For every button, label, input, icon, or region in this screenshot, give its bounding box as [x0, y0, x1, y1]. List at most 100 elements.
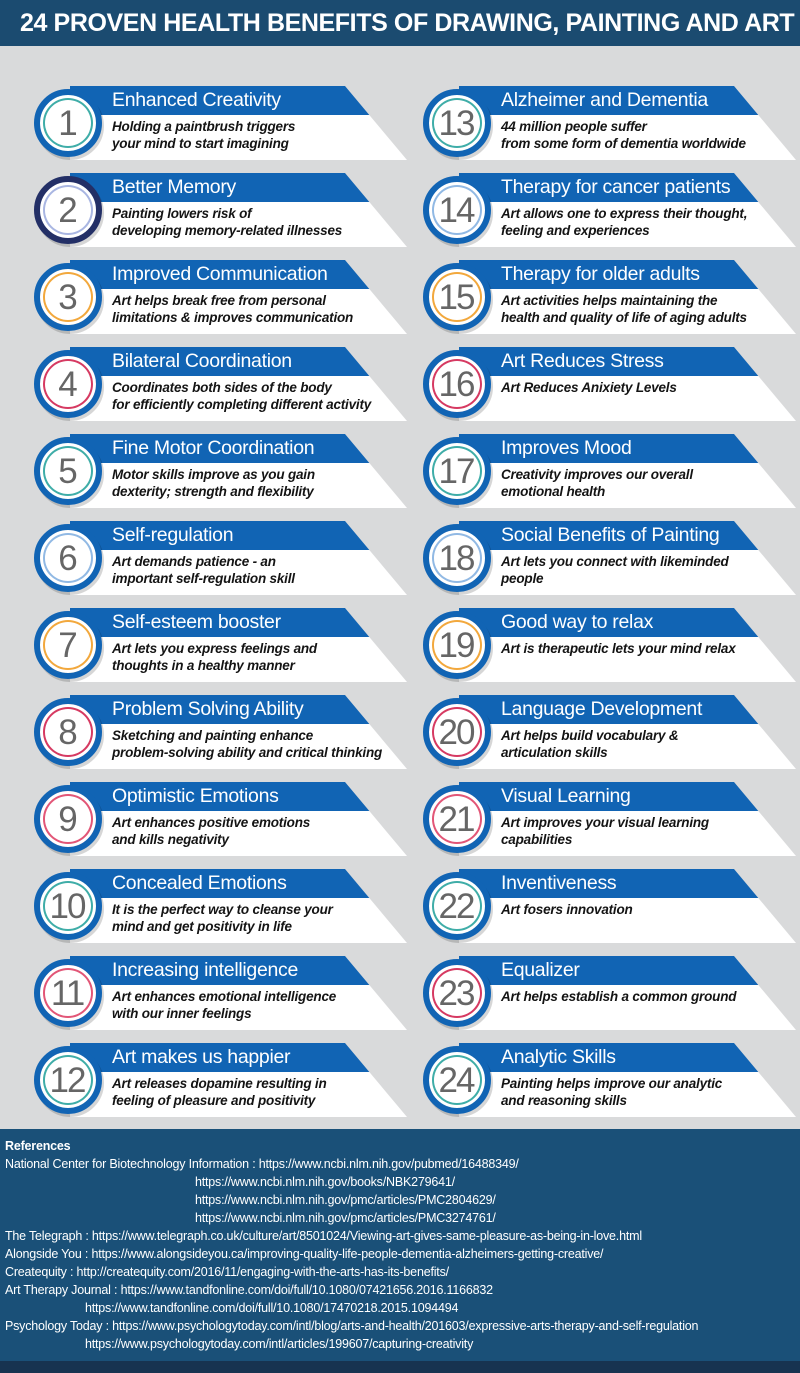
- reference-source-label: Art Therapy Journal :: [5, 1283, 121, 1297]
- benefit-number: 11: [50, 973, 85, 1013]
- benefit-number-circle: 20: [423, 698, 491, 766]
- reference-line: Psychology Today : https://www.psycholog…: [5, 1317, 796, 1335]
- benefit-number: 7: [58, 625, 78, 665]
- reference-line: Art Therapy Journal : https://www.tandfo…: [5, 1281, 796, 1299]
- benefit-item: 1 Enhanced Creativity Holding a paintbru…: [34, 86, 407, 160]
- benefit-banner: Visual Learning Art improves your visual…: [459, 782, 796, 856]
- benefit-title: Self-esteem booster: [70, 608, 407, 637]
- benefit-description-line: and reasoning skills: [501, 1093, 627, 1108]
- reference-source-label: Createquity :: [5, 1265, 77, 1279]
- benefit-description-line: Art lets you connect with likeminded: [501, 554, 729, 569]
- benefit-number: 16: [438, 364, 476, 404]
- benefit-description-line: from some form of dementia worldwide: [501, 136, 746, 151]
- benefit-title: Therapy for older adults: [459, 260, 796, 289]
- reference-line: https://www.tandfonline.com/doi/full/10.…: [5, 1299, 796, 1317]
- benefit-number-circle: 11: [34, 959, 102, 1027]
- benefit-banner: Problem Solving Ability Sketching and pa…: [70, 695, 407, 769]
- benefit-description-line: 44 million people suffer: [501, 119, 647, 134]
- benefit-banner: Increasing intelligence Art enhances emo…: [70, 956, 407, 1030]
- reference-url[interactable]: https://www.alongsideyou.ca/improving-qu…: [91, 1247, 604, 1261]
- benefit-description: Sketching and painting enhance problem-so…: [70, 724, 407, 769]
- reference-url[interactable]: https://www.ncbi.nlm.nih.gov/pmc/article…: [195, 1193, 496, 1207]
- benefit-description-line: articulation skills: [501, 745, 608, 760]
- benefit-number-circle: 5: [34, 437, 102, 505]
- benefit-item: 14 Therapy for cancer patients Art allow…: [423, 173, 796, 247]
- benefit-title: Fine Motor Coordination: [70, 434, 407, 463]
- reference-line: Createquity : http://createquity.com/201…: [5, 1263, 796, 1281]
- benefit-description: Art improves your visual learning capabil…: [459, 811, 796, 856]
- benefit-banner: Optimistic Emotions Art enhances positiv…: [70, 782, 407, 856]
- reference-line: https://www.ncbi.nlm.nih.gov/pmc/article…: [5, 1191, 796, 1209]
- benefit-description-line: Art fosers innovation: [501, 902, 633, 917]
- reference-line: https://www.ncbi.nlm.nih.gov/pmc/article…: [5, 1209, 796, 1227]
- benefit-description: Art helps break free from personal limita…: [70, 289, 407, 334]
- benefit-banner: Art makes us happier Art releases dopami…: [70, 1043, 407, 1117]
- benefit-item: 7 Self-esteem booster Art lets you expre…: [34, 608, 407, 682]
- header-bar: 24 PROVEN HEALTH BENEFITS OF DRAWING, PA…: [0, 0, 800, 46]
- reference-url[interactable]: https://www.tandfonline.com/doi/full/10.…: [85, 1301, 459, 1315]
- benefit-number: 21: [438, 799, 476, 839]
- benefit-number: 13: [438, 103, 476, 143]
- benefit-banner: Self-esteem booster Art lets you express…: [70, 608, 407, 682]
- benefit-description-line: important self-regulation skill: [112, 571, 295, 586]
- benefit-title: Problem Solving Ability: [70, 695, 407, 724]
- benefit-item: 23 Equalizer Art helps establish a commo…: [423, 956, 796, 1030]
- benefit-title: Better Memory: [70, 173, 407, 202]
- benefit-description-line: Art demands patience - an: [112, 554, 276, 569]
- benefit-description-line: Art enhances positive emotions: [112, 815, 311, 830]
- benefit-description-line: health and quality of life of aging adul…: [501, 310, 747, 325]
- benefit-description: Art releases dopamine resulting in feelin…: [70, 1072, 407, 1117]
- benefit-title: Art makes us happier: [70, 1043, 407, 1072]
- benefit-banner: Improves Mood Creativity improves our ov…: [459, 434, 796, 508]
- benefit-item: 15 Therapy for older adults Art activiti…: [423, 260, 796, 334]
- benefit-description-line: Art is therapeutic lets your mind relax: [501, 641, 736, 656]
- benefit-item: 20 Language Development Art helps build …: [423, 695, 796, 769]
- reference-url[interactable]: https://www.tandfonline.com/doi/full/10.…: [120, 1283, 493, 1297]
- benefit-number-circle: 19: [423, 611, 491, 679]
- benefit-description: Creativity improves our overall emotional…: [459, 463, 796, 508]
- benefit-title: Increasing intelligence: [70, 956, 407, 985]
- benefit-number: 15: [438, 277, 476, 317]
- benefit-number: 6: [58, 538, 78, 578]
- reference-source-label: The Telegraph :: [5, 1229, 92, 1243]
- benefit-number-circle: 13: [423, 89, 491, 157]
- benefit-title: Bilateral Coordination: [70, 347, 407, 376]
- benefit-description: Coordinates both sides of the body for ef…: [70, 376, 407, 421]
- reference-url[interactable]: https://www.telegraph.co.uk/culture/art/…: [91, 1229, 642, 1243]
- benefit-title: Enhanced Creativity: [70, 86, 407, 115]
- benefit-banner: Analytic Skills Painting helps improve o…: [459, 1043, 796, 1117]
- reference-url[interactable]: https://www.ncbi.nlm.nih.gov/books/NBK27…: [195, 1175, 455, 1189]
- references-heading: References: [5, 1139, 71, 1153]
- benefit-number-circle: 23: [423, 959, 491, 1027]
- reference-url[interactable]: https://www.psychologytoday.com/intl/art…: [85, 1337, 474, 1351]
- benefit-item: 2 Better Memory Painting lowers risk of d…: [34, 173, 407, 247]
- benefit-description: Art is therapeutic lets your mind relax: [459, 637, 796, 682]
- reference-url[interactable]: https://www.psychologytoday.com/intl/blo…: [112, 1319, 699, 1333]
- benefit-description-line: Art improves your visual learning: [501, 815, 709, 830]
- benefit-number: 4: [58, 364, 78, 404]
- reference-url[interactable]: https://www.ncbi.nlm.nih.gov/pubmed/1648…: [258, 1157, 519, 1171]
- benefit-title: Art Reduces Stress: [459, 347, 796, 376]
- benefit-description-line: Painting lowers risk of: [112, 206, 252, 221]
- benefit-description: Art fosers innovation: [459, 898, 796, 943]
- benefit-description-line: capabilities: [501, 832, 573, 847]
- benefit-description-line: mind and get positivity in life: [112, 919, 292, 934]
- benefit-number: 10: [49, 886, 87, 926]
- benefit-description-line: developing memory-related illnesses: [112, 223, 343, 238]
- benefit-banner: Equalizer Art helps establish a common g…: [459, 956, 796, 1030]
- benefit-number-circle: 6: [34, 524, 102, 592]
- benefit-banner: Alzheimer and Dementia 44 million people…: [459, 86, 796, 160]
- benefit-banner: Therapy for older adults Art activities …: [459, 260, 796, 334]
- benefit-description-line: feeling of pleasure and positivity: [112, 1093, 316, 1108]
- benefit-number: 18: [438, 538, 476, 578]
- benefit-item: 24 Analytic Skills Painting helps improv…: [423, 1043, 796, 1117]
- benefit-description-line: Art allows one to express their thought,: [501, 206, 748, 221]
- benefit-title: Optimistic Emotions: [70, 782, 407, 811]
- reference-url[interactable]: http://createquity.com/2016/11/engaging-…: [76, 1265, 450, 1279]
- benefit-item: 8 Problem Solving Ability Sketching and …: [34, 695, 407, 769]
- benefit-description-line: feeling and experiences: [501, 223, 650, 238]
- reference-url[interactable]: https://www.ncbi.nlm.nih.gov/pmc/article…: [195, 1211, 496, 1225]
- benefit-number: 23: [438, 973, 476, 1013]
- benefit-item: 17 Improves Mood Creativity improves our…: [423, 434, 796, 508]
